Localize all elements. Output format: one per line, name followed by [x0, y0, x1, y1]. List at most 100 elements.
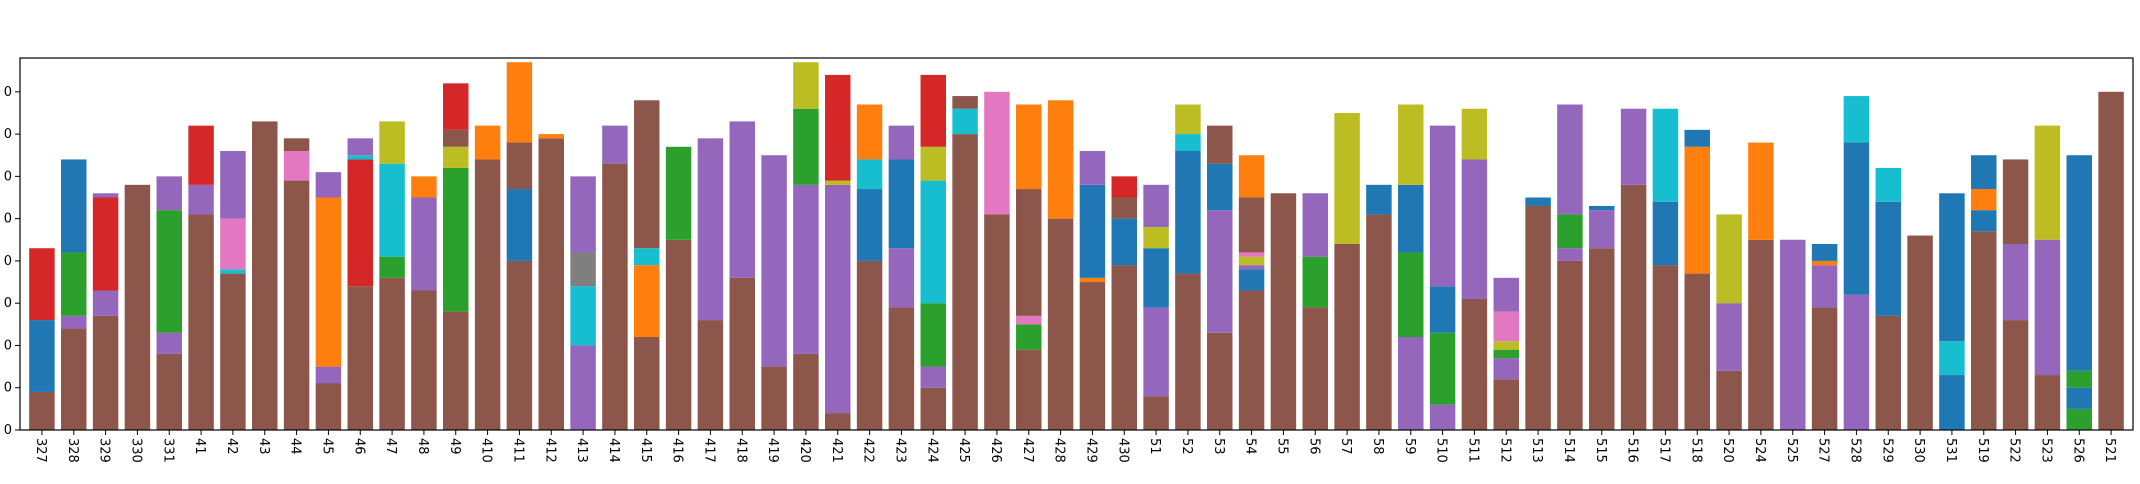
x-tick-label-44: 44: [288, 438, 303, 455]
bar-segment-517-2: [1652, 108, 1679, 202]
x-tick-label-527: 527: [1816, 438, 1831, 463]
bar-segment-423-1: [888, 248, 915, 308]
bar-segment-416-0: [665, 239, 692, 430]
bar-segment-420-3: [793, 62, 819, 109]
x-tick-label-515: 515: [1593, 438, 1608, 463]
x-tick-label-516: 516: [1625, 438, 1640, 463]
bar-segment-48-2: [411, 176, 437, 198]
bar-segment-523-2: [2034, 125, 2061, 240]
bar-segment-415-1: [634, 265, 660, 337]
x-tick-label-427: 427: [1020, 438, 1035, 463]
bar-segment-52-1: [1175, 151, 1201, 274]
x-tick-label-426: 426: [988, 438, 1003, 463]
bar-segment-411-3: [506, 62, 533, 143]
bar-segment-424-3: [920, 180, 946, 304]
bar-segment-519-0: [1971, 231, 1997, 430]
bar-segment-518-2: [1684, 129, 1710, 147]
y-tick-label: 0: [4, 338, 12, 353]
bar-segment-511-2: [1461, 108, 1488, 160]
bar-segment-54-2: [1238, 265, 1265, 270]
bar-segment-44-1: [283, 151, 310, 181]
bar-segment-45-0: [315, 383, 342, 430]
bar-segment-512-1: [1493, 358, 1519, 380]
x-tick-label-328: 328: [65, 438, 80, 463]
bar-segment-423-0: [888, 307, 915, 430]
bar-segment-419-0: [761, 366, 787, 430]
bar-segment-417-0: [697, 320, 724, 430]
x-tick-label-410: 410: [479, 438, 494, 463]
bar-segment-411-1: [506, 189, 533, 261]
bar-segment-415-2: [634, 248, 660, 266]
bar-segment-52-2: [1175, 134, 1201, 151]
bar-segment-529-0: [1875, 315, 1901, 430]
bar-segment-46-1: [347, 159, 373, 287]
y-axis: 0 0 0 0 0 0 0 0 0: [4, 85, 20, 438]
bar-segment-59-1: [1398, 252, 1424, 337]
bar-segment-331-3: [156, 176, 182, 211]
bar-segment-418-1: [729, 121, 755, 278]
bar-segment-421-3: [825, 74, 851, 181]
bar-segment-531-1: [1939, 341, 1965, 376]
bar-segment-527-3: [1811, 244, 1838, 261]
x-tick-label-59: 59: [1402, 438, 1417, 455]
bar-segment-51-3: [1143, 227, 1169, 249]
bar-segments: [29, 62, 2124, 430]
x-tick-label-415: 415: [638, 438, 653, 463]
bar-segment-49-2: [443, 146, 469, 168]
x-tick-label-55: 55: [1274, 438, 1289, 455]
bar-segment-42-0: [220, 273, 246, 430]
bar-segment-427-2: [1016, 315, 1042, 325]
x-tick-label-428: 428: [1052, 438, 1067, 463]
bar-segment-45-2: [315, 197, 342, 367]
x-tick-label-511: 511: [1465, 438, 1480, 463]
x-tick-label-42: 42: [224, 438, 239, 455]
bar-segment-45-3: [315, 172, 342, 198]
x-tick-label-525: 525: [1784, 438, 1799, 463]
bar-segment-428-0: [1047, 218, 1074, 430]
bar-segment-410-0: [474, 159, 501, 430]
bar-segment-411-2: [506, 142, 533, 190]
y-tick-label: 0: [4, 296, 12, 311]
bar-segment-430-3: [1111, 176, 1137, 198]
x-tick-label-54: 54: [1243, 438, 1258, 455]
bar-segment-48-1: [411, 197, 437, 291]
bar-segment-416-1: [665, 146, 692, 240]
bar-segment-52-3: [1175, 104, 1201, 135]
bar-segment-51-0: [1143, 396, 1169, 430]
bar-segment-56-1: [1302, 256, 1328, 308]
x-tick-label-528: 528: [1847, 438, 1862, 463]
bar-segment-56-2: [1302, 193, 1328, 257]
bar-segment-420-2: [793, 108, 819, 185]
bar-segment-429-3: [1079, 151, 1106, 185]
bar-segment-511-1: [1461, 159, 1488, 299]
bar-segment-510-1: [1429, 332, 1456, 405]
bar-segment-51-2: [1143, 248, 1169, 308]
bar-segment-520-0: [1716, 370, 1742, 430]
bar-segment-413-3: [570, 176, 596, 253]
bar-segment-430-0: [1111, 265, 1137, 430]
bar-segment-531-0: [1939, 375, 1965, 430]
x-tick-label-52: 52: [1179, 438, 1194, 455]
x-tick-label-46: 46: [351, 438, 366, 455]
bar-segment-422-1: [856, 189, 883, 261]
bar-segment-428-1: [1047, 100, 1074, 219]
bar-segment-425-2: [952, 96, 978, 109]
bar-segment-528-1: [1843, 142, 1870, 295]
bar-segment-329-2: [92, 197, 119, 291]
x-tick-label-430: 430: [1115, 438, 1130, 463]
bar-segment-529-1: [1875, 201, 1901, 316]
bar-segment-46-2: [347, 155, 373, 160]
bar-segment-525-0: [1780, 239, 1806, 430]
x-tick-label-331: 331: [160, 438, 175, 463]
bar-segment-413-2: [570, 252, 596, 287]
y-tick-label: 0: [4, 254, 12, 269]
x-tick-label-429: 429: [1083, 438, 1098, 463]
x-tick-label-51: 51: [1147, 438, 1162, 455]
bar-segment-56-0: [1302, 307, 1328, 430]
bar-segment-517-1: [1652, 201, 1679, 266]
x-tick-label-424: 424: [924, 438, 939, 463]
x-tick-label-514: 514: [1561, 438, 1576, 463]
bar-segment-424-4: [920, 146, 946, 181]
bar-segment-412-0: [538, 138, 564, 430]
bar-segment-329-3: [92, 193, 119, 198]
